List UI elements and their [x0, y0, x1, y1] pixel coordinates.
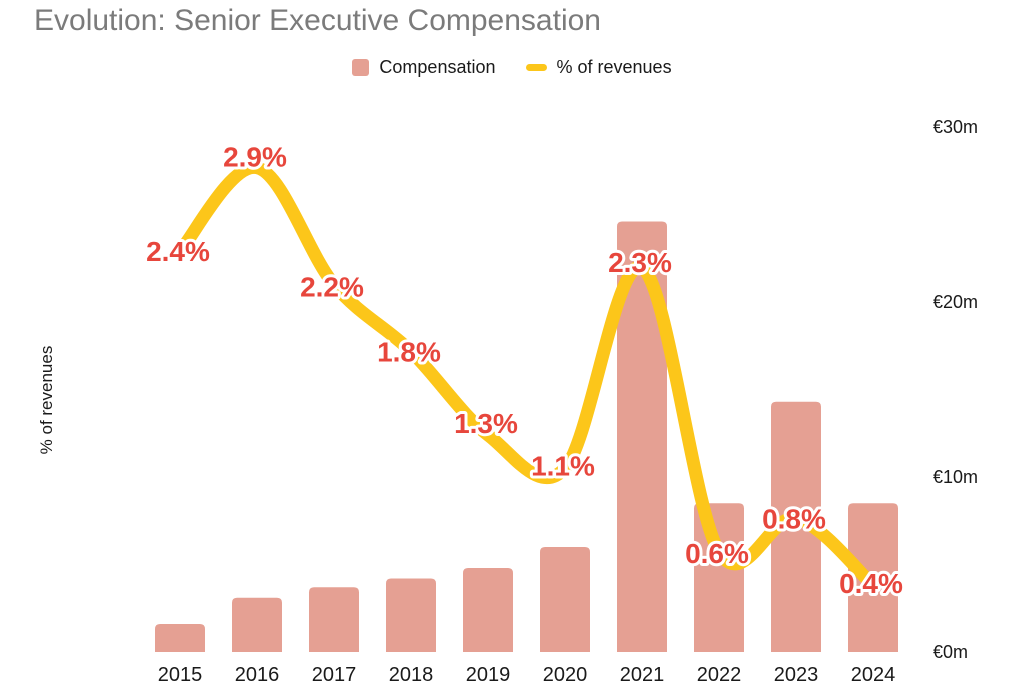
legend-item-pct-revenues: % of revenues	[525, 57, 672, 78]
chart-title: Evolution: Senior Executive Compensation	[34, 4, 601, 37]
bar-2015	[155, 624, 205, 652]
right-axis-tick-0m: €0m	[933, 642, 968, 662]
pct-label-2022: 0.6%	[685, 538, 749, 569]
bar-2018	[386, 578, 436, 652]
bar-2017	[309, 587, 359, 652]
legend: Compensation % of revenues	[0, 57, 1024, 78]
pct-label-2024: 0.4%	[839, 568, 903, 599]
bar-2021	[617, 221, 667, 652]
right-axis-tick-30m: €30m	[933, 117, 978, 137]
bar-2019	[463, 568, 513, 652]
x-axis-label-2023: 2023	[774, 664, 819, 686]
pct-label-2023: 0.8%	[762, 503, 826, 534]
legend-label-pct-revenues: % of revenues	[556, 57, 672, 77]
left-axis-label: % of revenues	[37, 346, 56, 455]
x-axis-label-2022: 2022	[697, 664, 742, 686]
pct-label-2017: 2.2%	[300, 272, 364, 303]
legend-label-compensation: Compensation	[379, 57, 496, 77]
bar-2023	[771, 401, 821, 652]
x-axis-label-2021: 2021	[620, 664, 665, 686]
pct-label-2020: 1.1%	[531, 450, 595, 481]
pct-label-2016: 2.9%	[223, 142, 287, 173]
legend-item-compensation: Compensation	[352, 57, 496, 78]
pct-label-2021: 2.3%	[608, 247, 672, 278]
bar-2020	[540, 547, 590, 652]
bar-2022	[694, 503, 744, 652]
pct-label-2015: 2.4%	[146, 236, 210, 267]
bar-2016	[232, 597, 282, 652]
x-axis-label-2020: 2020	[543, 664, 588, 686]
x-axis-label-2024: 2024	[851, 664, 896, 686]
x-axis-label-2015: 2015	[158, 664, 203, 686]
x-axis-label-2016: 2016	[235, 664, 280, 686]
pct-revenues-swatch-icon	[525, 64, 547, 71]
x-axis-label-2018: 2018	[389, 664, 434, 686]
right-axis-tick-10m: €10m	[933, 467, 978, 487]
revenue-pct-line	[173, 161, 880, 592]
x-axis-label-2017: 2017	[312, 664, 357, 686]
x-axis-label-2019: 2019	[466, 664, 511, 686]
pct-label-2019: 1.3%	[454, 408, 518, 439]
pct-label-2018: 1.8%	[377, 336, 441, 367]
compensation-swatch-icon	[352, 59, 370, 76]
right-axis-tick-20m: €20m	[933, 292, 978, 312]
